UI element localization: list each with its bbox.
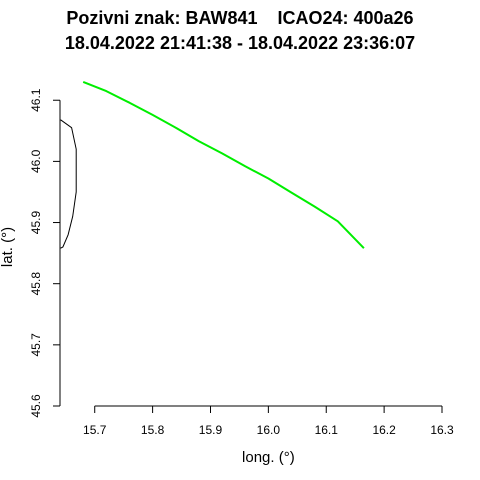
x-tick-label: 16.0: [257, 423, 281, 437]
y-tick-label: 45.8: [29, 272, 43, 296]
y-tick-label: 46.1: [29, 88, 43, 112]
y-tick-label: 45.9: [29, 211, 43, 235]
y-tick-label: 45.7: [29, 333, 43, 357]
flight-track-line: [82, 80, 365, 249]
x-tick-label: 15.7: [83, 423, 107, 437]
x-tick-label: 16.3: [430, 423, 454, 437]
x-ticks: 15.7 15.8 15.9 16.0 16.1 16.2 16.3: [83, 406, 454, 437]
y-axis-label: lat. (°): [0, 227, 16, 267]
y-ticks: 45.6 45.7 45.8 45.9 46.0 46.1: [29, 88, 60, 418]
plot-area: [60, 80, 365, 249]
y-tick-label: 46.0: [29, 149, 43, 173]
y-tick-label: 45.6: [29, 394, 43, 418]
x-tick-label: 15.9: [199, 423, 223, 437]
border-line: [60, 119, 77, 249]
chart-subtitle: 18.04.2022 21:41:38 - 18.04.2022 23:36:0…: [64, 33, 416, 53]
x-tick-label: 16.2: [372, 423, 396, 437]
x-tick-label: 16.1: [315, 423, 339, 437]
x-axis-label: long. (°): [242, 449, 295, 466]
x-tick-label: 15.8: [141, 423, 165, 437]
chart-title: Pozivni znak: BAW841 ICAO24: 400a26: [66, 8, 414, 28]
axes: 15.7 15.8 15.9 16.0 16.1 16.2 16.3 45.645.745.…: [29, 88, 454, 437]
